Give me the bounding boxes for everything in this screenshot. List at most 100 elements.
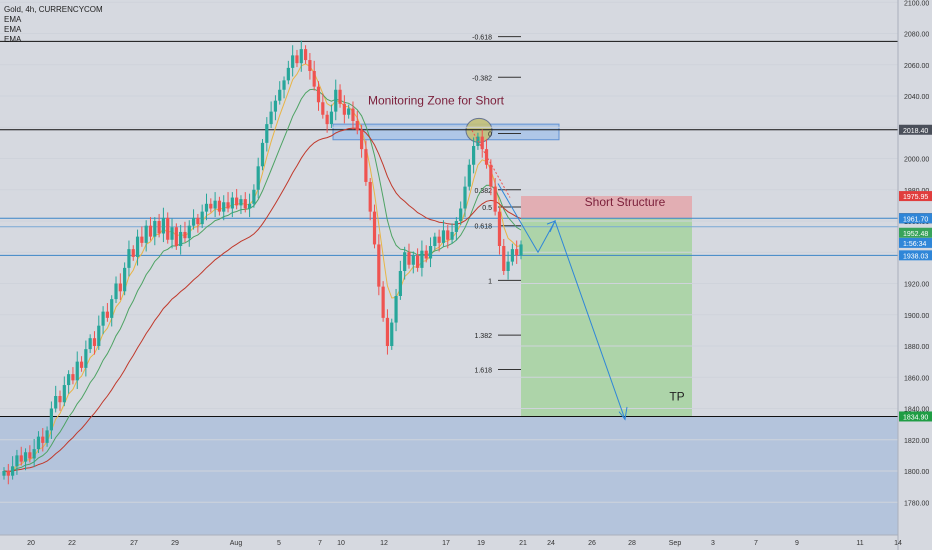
candle-body (252, 189, 256, 204)
price-tick-label: 1840.00 (904, 407, 929, 414)
price-tick-label: 2040.00 (904, 94, 929, 101)
tp-label: TP (669, 390, 684, 404)
candle-body (140, 236, 144, 243)
candle-body (213, 200, 217, 209)
fib-level-label: 0 (488, 132, 492, 139)
arrows-layer (471, 130, 628, 421)
candle-body (433, 236, 437, 246)
candle-body (97, 325, 101, 346)
time-tick-label: 10 (337, 540, 345, 547)
candle-body (36, 436, 41, 450)
fib-level-label: 0.5 (482, 205, 492, 212)
candle-body (372, 211, 377, 245)
arrow-head (618, 406, 628, 421)
time-tick-label: 7 (318, 540, 322, 547)
candle-body (179, 231, 183, 246)
time-tick-label: Aug (230, 540, 243, 547)
candle-body (497, 211, 502, 246)
candle-body (88, 338, 92, 350)
price-label-box (899, 237, 932, 248)
price-tick-label: 2100.00 (904, 0, 929, 7)
time-tick-label: 7 (754, 540, 758, 547)
candle-body (75, 361, 79, 381)
candle-body (32, 449, 36, 459)
candle-body (454, 221, 458, 232)
symbol-title: Gold, 4h, CURRENCYCOM (4, 5, 103, 14)
candle-body (273, 100, 278, 112)
candle-body (19, 455, 23, 462)
candle-body (441, 230, 446, 243)
candle-body (489, 164, 493, 187)
price-label-text: 1961.70 (903, 216, 928, 223)
candle-body (480, 136, 484, 150)
candle-body (105, 311, 109, 318)
time-tick-label: 21 (519, 540, 527, 547)
indicator-ema-1[interactable]: EMA (4, 15, 22, 24)
price-label-text: 1975.95 (903, 194, 928, 201)
candle-body (295, 55, 299, 64)
candle-body (321, 102, 325, 115)
candle-body (359, 130, 364, 150)
candle-body (510, 249, 514, 262)
candle-body (230, 197, 234, 209)
candle-body (243, 199, 247, 209)
candle-body (385, 317, 390, 346)
candle-body (45, 430, 49, 443)
candle-body (11, 466, 15, 476)
price-tick-label: 2060.00 (904, 63, 929, 70)
candle-body (334, 89, 338, 112)
fib-level-label: 1.618 (474, 367, 492, 374)
candle-body (403, 252, 407, 271)
candle-body (239, 199, 243, 206)
monitoring-zone (332, 123, 560, 141)
candle-body (92, 338, 97, 346)
time-tick-label: 11 (856, 540, 863, 547)
candle-body (118, 283, 122, 292)
candle-body (265, 124, 269, 143)
candle-body (6, 471, 10, 476)
candle-body (338, 89, 342, 104)
candle-body (420, 250, 424, 268)
candle-body (347, 108, 351, 115)
candle-body (23, 452, 28, 462)
candle-body (308, 60, 312, 71)
candle-body (260, 142, 265, 167)
candle-body (450, 231, 454, 240)
candle-body (394, 296, 398, 323)
time-axis[interactable]: 20 22 27 29 Aug 5 7 10 12 17 19 21 24 26 28 Sep 3 7 9 11 14 (0, 534, 902, 547)
candle-body (519, 244, 523, 256)
fib-level-label: -0.618 (472, 35, 492, 42)
candle-body (398, 271, 402, 296)
indicator-ema-3[interactable]: EMA (4, 35, 22, 44)
candle-body (407, 252, 411, 265)
candle-body (174, 227, 178, 246)
arrow-head (546, 220, 556, 233)
price-label-box (899, 227, 932, 238)
candle-body (144, 225, 148, 243)
candles-layer (2, 40, 523, 485)
candle-body (49, 408, 53, 431)
candle-body (114, 283, 118, 300)
ema-line (3, 88, 522, 473)
candle-body (493, 186, 497, 212)
stop-loss-zone (521, 196, 692, 219)
price-tick-label: 2080.00 (904, 32, 929, 39)
price-axis[interactable]: 1780.00 1800.00 1820.00 1840.00 1860.00 1880.… (897, 0, 932, 550)
candle-body (502, 246, 506, 271)
candle-body (368, 181, 372, 212)
price-label-box (899, 411, 932, 422)
time-tick-label: 27 (130, 540, 138, 547)
indicator-ema-2[interactable]: EMA (4, 25, 22, 34)
time-tick-label: 5 (277, 540, 281, 547)
time-tick-label: 19 (477, 540, 485, 547)
candle-body (351, 108, 355, 121)
candle-body (170, 227, 174, 240)
candle-body (187, 225, 191, 239)
candle-body (226, 202, 230, 209)
candle-body (484, 149, 489, 165)
candle-body (67, 374, 71, 386)
candle-body (316, 86, 321, 103)
candle-body (209, 203, 213, 209)
candle-body (123, 267, 127, 292)
